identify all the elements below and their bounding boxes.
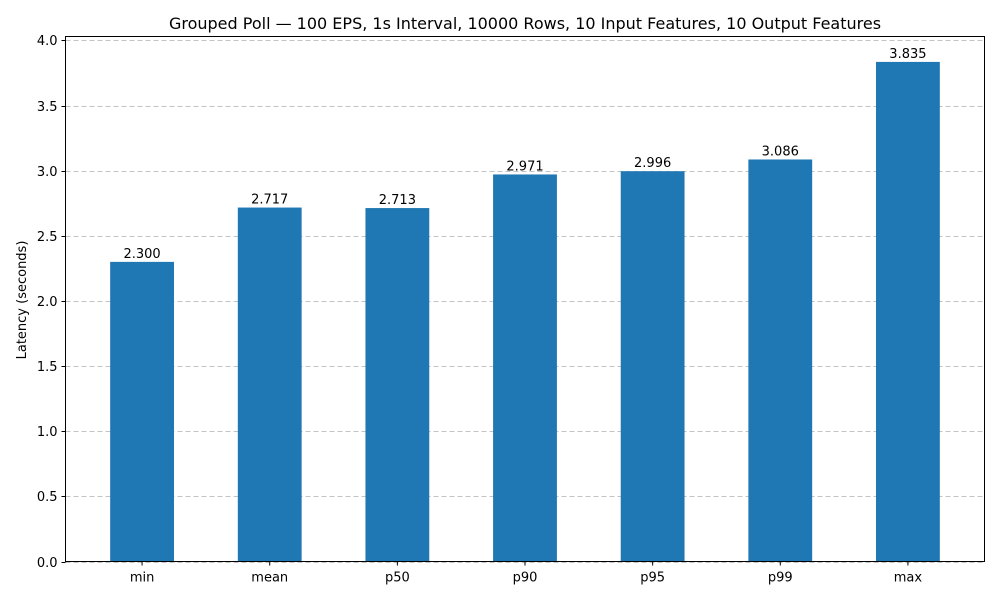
x-tick-label-min: min [130,571,155,586]
data-label-mean: 2.717 [251,193,288,208]
y-tick-label: 0.0 [37,556,58,571]
x-tick-label-p50: p50 [385,571,410,586]
data-label-p95: 2.996 [634,156,671,171]
axes-frame [65,36,985,562]
bars [110,61,940,562]
data-label-p99: 3.086 [762,144,799,159]
y-axis-label: Latency (seconds) [15,241,30,360]
bar-p50 [365,208,430,562]
y-tick-label: 1.5 [37,360,58,375]
x-tick-label-p99: p99 [768,571,793,586]
bar-min [110,261,174,562]
y-tick-label: 0.5 [37,490,58,505]
bar-mean [237,207,302,562]
x-tick-label-p90: p90 [513,571,538,586]
x-tick-label-mean: mean [251,571,288,586]
data-label-p50: 2.713 [379,193,416,208]
y-tick-label: 2.0 [37,295,58,310]
y-tick-label: 4.0 [37,34,58,49]
x-tick-label-max: max [894,571,923,586]
y-tick-label: 3.0 [37,165,58,180]
data-label-max: 3.835 [889,47,926,62]
chart-title: Grouped Poll — 100 EPS, 1s Interval, 100… [169,14,881,33]
bar-p95 [620,171,685,562]
x-tick-label-p95: p95 [640,571,665,586]
x-axis-ticks: min mean p50 p90 p95 p99 max [130,561,923,586]
y-tick-label: 2.5 [37,230,58,245]
y-tick-label: 1.0 [37,425,58,440]
data-label-min: 2.300 [123,247,160,262]
y-axis-ticks: 0.0 0.5 1.0 1.5 2.0 2.5 3.0 3.5 4.0 [37,34,66,571]
data-labels: 2.300 2.717 2.713 2.971 2.996 3.086 3.835 [123,47,926,262]
data-label-p90: 2.971 [506,159,543,174]
bar-p99 [748,159,813,562]
y-tick-label: 3.5 [37,100,58,115]
bar-max [876,61,940,562]
bar-p90 [493,174,557,562]
